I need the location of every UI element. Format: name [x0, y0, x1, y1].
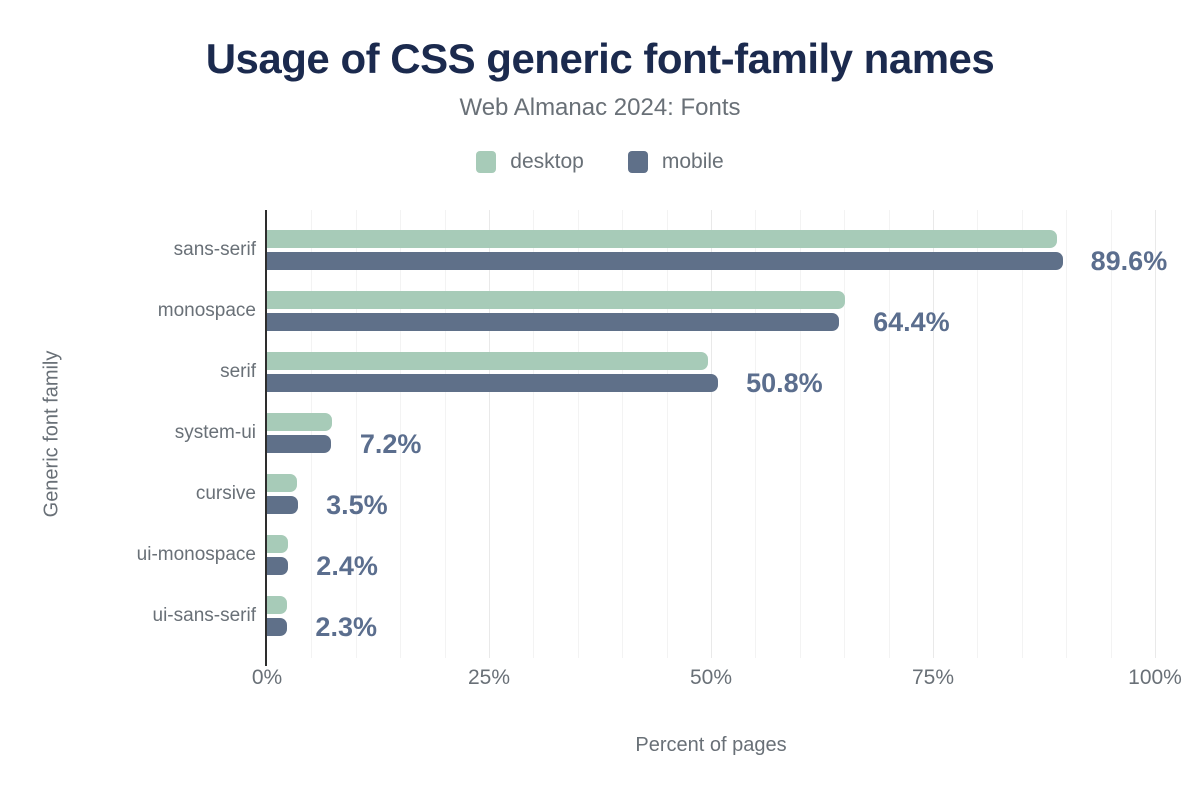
- bar-mobile-monospace: [267, 313, 839, 331]
- category-axis-labels: sans-serif monospace serif system-ui cursive…: [0, 210, 256, 658]
- gridline-minor: [622, 210, 624, 658]
- value-label-ui-sans-serif: 2.3%: [315, 612, 377, 642]
- category-label-monospace: monospace: [157, 300, 256, 321]
- bar-mobile-sans-serif: [267, 252, 1063, 270]
- x-tick-50pct: 50%: [689, 666, 733, 689]
- y-axis-line: [265, 210, 267, 666]
- chart-title: Usage of CSS generic font-family names: [205, 35, 995, 82]
- gridline-minor: [844, 210, 846, 658]
- bar-desktop-sans-serif: [267, 230, 1058, 248]
- bar-mobile-cursive: [267, 496, 299, 514]
- x-tick-100pct: 100%: [1128, 666, 1182, 689]
- bar-desktop-ui-sans-serif: [267, 596, 288, 614]
- gridline-major: [933, 210, 934, 658]
- category-label-cursive: cursive: [195, 483, 256, 504]
- legend-item-mobile[interactable]: mobile: [627, 150, 724, 174]
- bar-mobile-serif: [267, 374, 719, 392]
- gridline-minor: [533, 210, 535, 658]
- gridline-minor: [755, 210, 757, 658]
- gridline-minor: [355, 210, 357, 658]
- bar-mobile-ui-sans-serif: [267, 618, 288, 636]
- x-axis-title: Percent of pages: [635, 734, 787, 756]
- legend-label-mobile: mobile: [661, 150, 724, 173]
- x-tick-25pct: 25%: [467, 666, 511, 689]
- category-label-serif: serif: [220, 361, 256, 382]
- gridline-minor: [400, 210, 402, 658]
- gridline-minor: [977, 210, 979, 658]
- gridline-minor: [311, 210, 313, 658]
- value-label-system-ui: 7.2%: [359, 429, 422, 459]
- gridline-minor: [444, 210, 446, 658]
- value-label-ui-monospace: 2.4%: [316, 551, 378, 581]
- value-label-serif: 50.8%: [746, 368, 823, 398]
- gridline-major: [489, 210, 490, 658]
- bar-mobile-ui-monospace: [267, 557, 289, 575]
- legend-label-desktop: desktop: [510, 150, 584, 173]
- bar-desktop-cursive: [267, 474, 298, 492]
- plot-area: 89.6% 64.4% 50.8% 7.2% 3.5% 2.4% 2.3%: [265, 210, 1167, 666]
- legend-swatch-desktop-icon: [476, 151, 497, 173]
- bar-desktop-monospace: [267, 291, 846, 309]
- gridline-minor: [1110, 210, 1112, 658]
- legend: desktop mobile: [0, 148, 1200, 176]
- bar-mobile-system-ui: [267, 435, 331, 453]
- bar-desktop-serif: [267, 352, 709, 370]
- gridline-minor: [888, 210, 890, 658]
- gridline-major: [711, 210, 712, 658]
- gridline-minor: [1021, 210, 1023, 658]
- x-tick-75pct: 75%: [911, 666, 955, 689]
- value-label-sans-serif: 89.6%: [1090, 246, 1168, 276]
- gridline-minor: [799, 210, 801, 658]
- legend-swatch-mobile-icon: [627, 151, 648, 173]
- value-label-cursive: 3.5%: [326, 490, 388, 520]
- category-label-ui-sans-serif: ui-sans-serif: [152, 605, 256, 626]
- category-label-system-ui: system-ui: [174, 422, 256, 443]
- bar-desktop-ui-monospace: [267, 535, 289, 553]
- category-label-sans-serif: sans-serif: [173, 239, 256, 260]
- legend-item-desktop[interactable]: desktop: [476, 150, 584, 174]
- gridline-minor: [1066, 210, 1068, 658]
- value-label-monospace: 64.4%: [873, 307, 950, 337]
- x-tick-0pct: 0%: [251, 666, 283, 689]
- gridline-minor: [666, 210, 668, 658]
- category-label-ui-monospace: ui-monospace: [136, 544, 256, 565]
- bar-desktop-system-ui: [267, 413, 332, 431]
- x-axis-tick-labels: 0% 25% 50% 75% 100%: [252, 666, 1182, 690]
- gridline-minor: [577, 210, 579, 658]
- chart-subtitle: Web Almanac 2024: Fonts: [459, 94, 741, 121]
- gridline-major: [1155, 210, 1156, 658]
